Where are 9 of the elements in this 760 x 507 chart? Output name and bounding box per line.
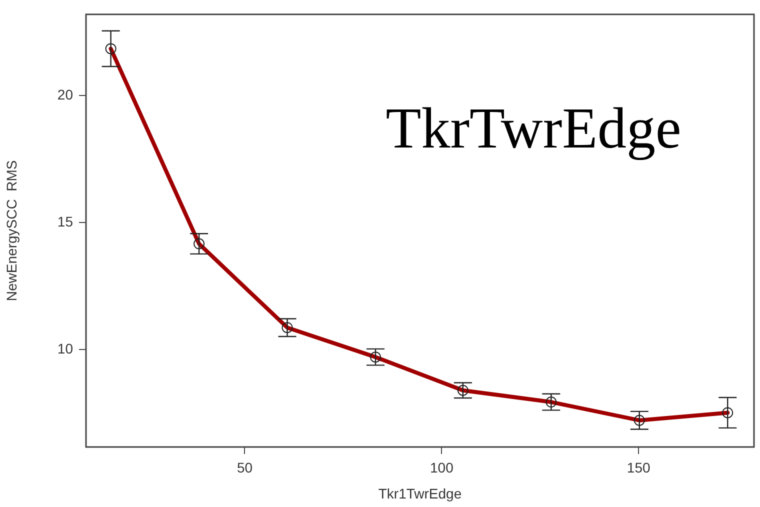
annotation: TkrTwrEdge: [386, 96, 682, 161]
x-axis-title: Tkr1TwrEdge: [378, 485, 462, 502]
y-tick-label: 15: [57, 214, 74, 230]
y-tick-label: 20: [57, 86, 74, 103]
y-axis-title: NewEnergySCC RMS: [3, 160, 20, 302]
x-tick-label: 50: [236, 459, 253, 476]
y-tick-label: 10: [57, 340, 74, 357]
x-tick-label: 100: [430, 459, 454, 476]
x-tick-label: 150: [626, 459, 650, 476]
